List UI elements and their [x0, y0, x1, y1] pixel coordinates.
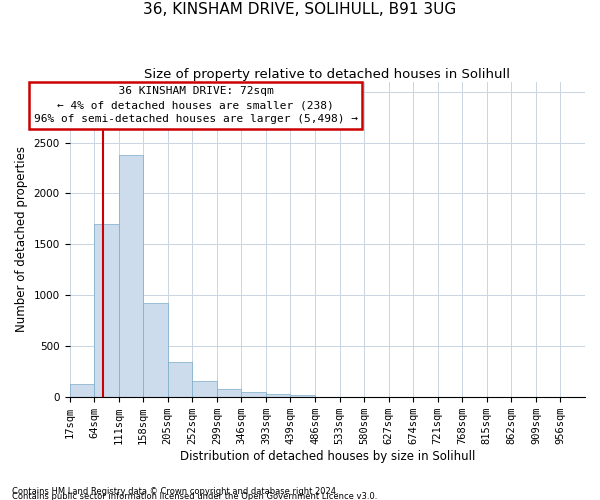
Bar [290, 394, 315, 396]
Bar [143, 303, 168, 396]
Bar [266, 394, 290, 396]
X-axis label: Distribution of detached houses by size in Solihull: Distribution of detached houses by size … [179, 450, 475, 462]
Bar [217, 388, 241, 396]
Bar [70, 384, 94, 396]
Text: 36 KINSHAM DRIVE: 72sqm  
← 4% of detached houses are smaller (238)
96% of semi-: 36 KINSHAM DRIVE: 72sqm ← 4% of detached… [34, 86, 358, 124]
Bar [168, 362, 192, 396]
Bar [94, 224, 119, 396]
Title: Size of property relative to detached houses in Solihull: Size of property relative to detached ho… [144, 68, 510, 80]
Text: Contains public sector information licensed under the Open Government Licence v3: Contains public sector information licen… [12, 492, 377, 500]
Text: 36, KINSHAM DRIVE, SOLIHULL, B91 3UG: 36, KINSHAM DRIVE, SOLIHULL, B91 3UG [143, 2, 457, 18]
Text: Contains HM Land Registry data © Crown copyright and database right 2024.: Contains HM Land Registry data © Crown c… [12, 486, 338, 496]
Y-axis label: Number of detached properties: Number of detached properties [15, 146, 28, 332]
Bar [119, 155, 143, 396]
Bar [241, 392, 266, 396]
Bar [192, 381, 217, 396]
